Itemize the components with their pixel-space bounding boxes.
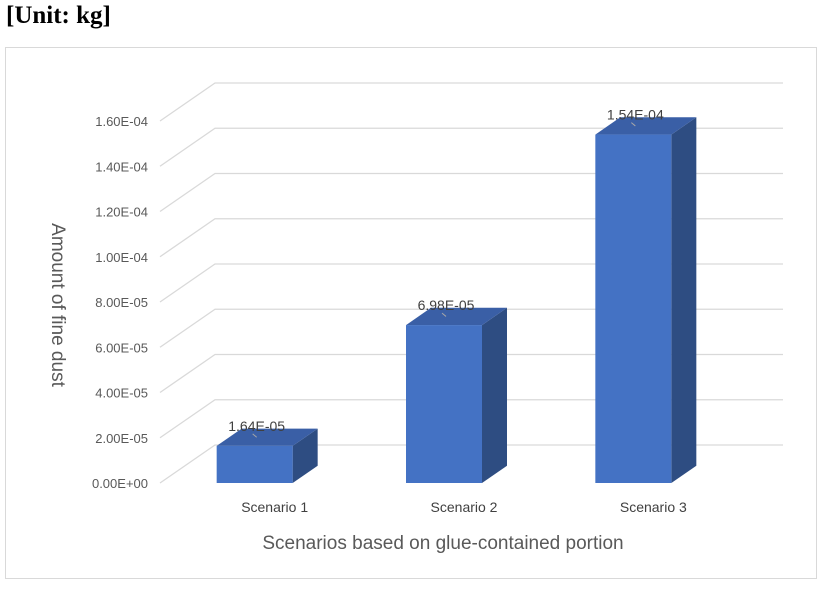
gridline — [159, 263, 783, 303]
bar — [216, 428, 318, 483]
data-label-leader — [252, 433, 257, 438]
gridline — [159, 127, 783, 167]
y-tick-label: 2.00E-05 — [95, 431, 148, 446]
y-tick-label: 1.20E-04 — [95, 205, 148, 220]
data-label: 6.98E-05 — [418, 297, 475, 313]
bar-side — [292, 428, 318, 483]
bar — [595, 117, 697, 483]
bar-side — [671, 117, 697, 483]
gridlines — [159, 82, 783, 484]
gridline — [159, 218, 783, 258]
gridline — [159, 353, 783, 394]
gridline — [159, 172, 783, 213]
bar-front — [216, 445, 293, 483]
y-tick-label: 1.40E-04 — [95, 159, 148, 174]
y-tick-label: 0.00E+00 — [92, 476, 148, 491]
y-tick-label: 8.00E-05 — [95, 295, 148, 310]
gridline — [159, 82, 783, 122]
data-label-leader — [631, 122, 636, 127]
y-tick-label: 1.00E-04 — [95, 250, 148, 265]
gridline — [159, 308, 783, 348]
bar-front — [406, 325, 482, 483]
x-tick-label: Scenario 1 — [241, 499, 308, 515]
gridline — [159, 399, 783, 439]
x-tick-label: Scenario 3 — [620, 499, 687, 515]
chart-frame — [5, 47, 817, 579]
x-tick-label: Scenario 2 — [431, 499, 498, 515]
data-label: 1.64E-05 — [228, 418, 285, 434]
data-label: 1.54E-04 — [607, 107, 664, 123]
bar-top — [216, 428, 318, 446]
y-axis-title: Amount of fine dust — [47, 223, 68, 387]
bar-side — [482, 307, 507, 483]
y-tick-label: 6.00E-05 — [95, 340, 148, 355]
unit-label: [Unit: kg] — [6, 2, 111, 29]
data-label-leader — [441, 312, 447, 317]
bar-top — [595, 117, 697, 135]
bars — [216, 117, 697, 483]
labels: 0.00E+00 2.00E-05 4.00E-05 6.00E-05 8.00E-05… — [92, 107, 687, 515]
y-tick-label: 4.00E-05 — [95, 386, 148, 401]
bar-front — [595, 134, 672, 483]
bar-top — [406, 307, 507, 326]
y-tick-label: 1.60E-04 — [95, 114, 148, 129]
gridline — [159, 444, 783, 484]
bar — [406, 307, 507, 483]
x-axis-title: Scenarios based on glue-contained portio… — [262, 533, 623, 554]
